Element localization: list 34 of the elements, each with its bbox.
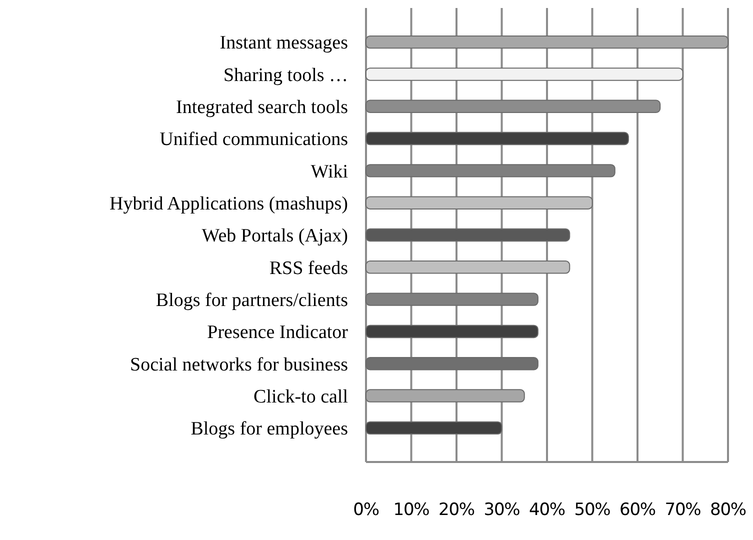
y-tick-label: Presence Indicator <box>207 322 349 344</box>
bar <box>366 196 593 210</box>
y-tick-label: Hybrid Applications (mashups) <box>109 193 348 214</box>
y-tick-label: Sharing tools … <box>223 64 348 86</box>
x-tick-label: 40% <box>529 500 566 520</box>
x-tick-label: 0% <box>353 500 380 520</box>
x-tick-label: 60% <box>620 500 656 520</box>
bar <box>366 228 570 242</box>
y-tick-label: Blogs for partners/clients <box>156 290 348 311</box>
y-tick-label: Integrated search tools <box>176 97 348 118</box>
bar <box>366 35 728 49</box>
y-tick-label: Wiki <box>310 161 348 182</box>
bar <box>366 324 538 338</box>
y-tick-label: Unified communications <box>160 129 348 150</box>
bar <box>366 357 538 370</box>
x-tick-label: 10% <box>393 500 430 520</box>
y-tick-label: Social networks for business <box>130 354 348 376</box>
x-tick-label: 70% <box>664 500 702 520</box>
y-tick-label: RSS feeds <box>269 258 348 279</box>
bar <box>366 421 502 435</box>
bar <box>366 292 538 306</box>
y-tick-label: Blogs for employees <box>190 418 348 440</box>
bar <box>366 389 525 402</box>
bar <box>366 132 629 146</box>
bar <box>366 260 570 274</box>
x-tick-label: 50% <box>574 500 611 520</box>
y-tick-label: Web Portals (Ajax) <box>202 226 348 247</box>
bar <box>366 68 684 81</box>
x-tick-label: 80% <box>710 500 746 520</box>
x-tick-label: 30% <box>484 500 520 520</box>
y-tick-label: Click-to call <box>254 386 348 408</box>
y-tick-label: Instant messages <box>220 32 348 54</box>
bar <box>366 164 616 178</box>
x-tick-label: 20% <box>438 500 475 520</box>
